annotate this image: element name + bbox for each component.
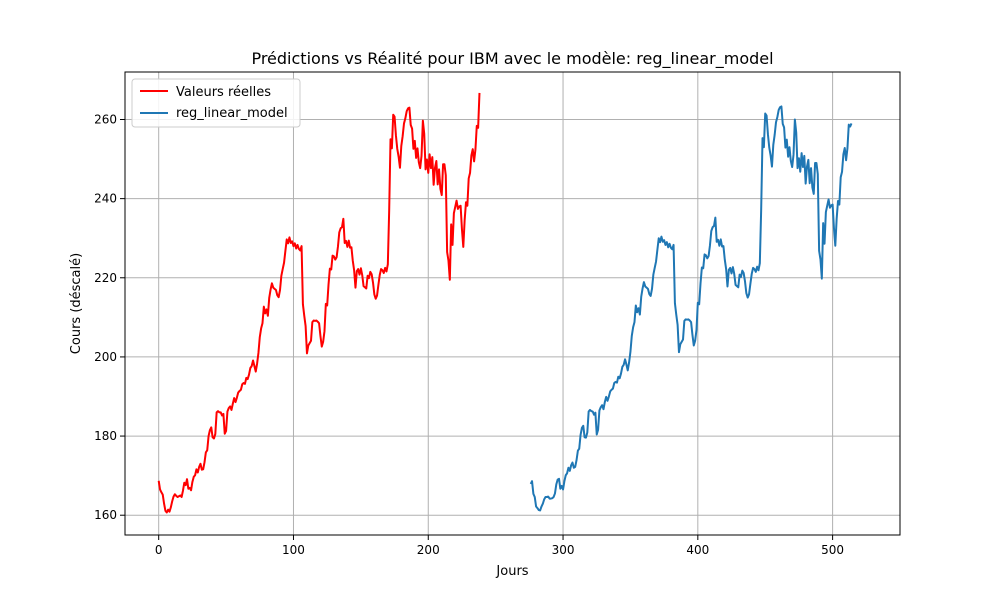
y-tick-label: 200: [94, 350, 117, 364]
x-tick-label: 500: [821, 543, 844, 557]
y-axis-label: Cours (déscalé): [69, 253, 84, 354]
chart-title: Prédictions vs Réalité pour IBM avec le …: [251, 49, 773, 69]
x-tick-label: 100: [282, 543, 305, 557]
legend-box: [131, 78, 301, 128]
grid: [125, 72, 900, 535]
legend-label-predicted: reg_linear_model: [176, 106, 288, 121]
legend: Valeurs réelles reg_linear_model: [131, 78, 301, 128]
y-tick-label: 160: [94, 508, 117, 522]
x-tick-label: 0: [155, 543, 163, 557]
x-tick-label: 200: [417, 543, 440, 557]
x-tick-label: 400: [686, 543, 709, 557]
y-tick-label: 260: [94, 112, 117, 126]
ticks: 0 100 200 300 400 500 160 180 200 220 240 260: [94, 112, 844, 557]
y-tick-label: 180: [94, 429, 117, 443]
y-tick-label: 240: [94, 192, 117, 206]
plot-frame: [124, 71, 901, 536]
y-tick-label: 220: [94, 271, 117, 285]
x-axis-label: Jours: [495, 564, 528, 579]
x-tick-label: 300: [552, 543, 575, 557]
series-group: [157, 92, 853, 514]
series-line-predicted: [529, 105, 853, 512]
series-line-actual: [157, 92, 481, 514]
legend-label-actual: Valeurs réelles: [176, 85, 271, 100]
